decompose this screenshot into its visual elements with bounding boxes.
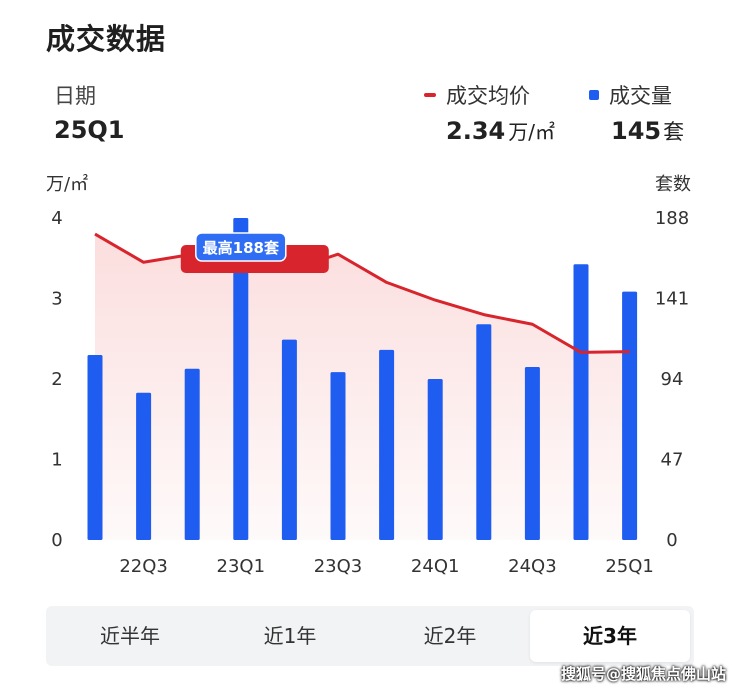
- range-tab-2[interactable]: 近2年: [423, 624, 477, 648]
- legend-price[interactable]: 成交均价: [424, 80, 530, 110]
- volume-bar-24Q3: [524, 367, 540, 540]
- combo-chart[interactable]: 0 1 2 3 4 0 47 94 141 188 22Q3 23Q1 23Q3 24Q1 24Q3 25Q1…: [0, 0, 740, 600]
- volume-bar-23Q4: [379, 349, 395, 540]
- volume-bar-23Q2: [281, 339, 297, 540]
- page-title: 成交数据: [46, 22, 167, 56]
- y-right-tick-label: 141: [655, 289, 689, 310]
- x-tick-label: 23Q3: [314, 556, 363, 577]
- x-tick-label: 22Q3: [119, 556, 168, 577]
- y-right-tick-label: 0: [666, 530, 677, 551]
- volume-value: 145套: [611, 116, 684, 146]
- y-left-tick-label: 0: [51, 530, 62, 551]
- y-left-tick-label: 2: [51, 369, 62, 390]
- x-tick-label: 23Q1: [217, 556, 266, 577]
- y-right-tick-label: 47: [661, 450, 684, 471]
- volume-bar-swatch-icon: [589, 90, 599, 100]
- range-tab-3[interactable]: 近3年: [530, 610, 690, 662]
- y-left-unit: 万/㎡: [46, 174, 89, 195]
- y-right-unit: 套数: [655, 174, 691, 195]
- volume-unit: 套: [663, 120, 685, 144]
- volume-bar-22Q2: [87, 355, 103, 540]
- legend-volume[interactable]: 成交量: [589, 80, 672, 110]
- price-value: 2.34 万/㎡: [446, 116, 555, 145]
- y-left-tick-label: 1: [51, 450, 62, 471]
- volume-bar-22Q3: [136, 392, 152, 540]
- price-number: 2.34: [446, 117, 506, 145]
- y-right-tick-label: 94: [661, 369, 684, 390]
- volume-bar-25Q1: [622, 291, 638, 540]
- legend-volume-label: 成交量: [609, 84, 672, 108]
- price-line-swatch-icon: [424, 93, 436, 97]
- date-value: 25Q1: [54, 116, 125, 144]
- x-tick-label: 24Q1: [411, 556, 460, 577]
- y-right-tick-label: 188: [655, 208, 689, 229]
- range-tab-0[interactable]: 近半年: [100, 624, 160, 648]
- volume-bar-22Q4: [184, 368, 200, 540]
- price-area: [95, 234, 630, 540]
- volume-bar-24Q1: [427, 379, 443, 540]
- range-selector: 近半年 近1年 近2年 近3年: [46, 606, 694, 666]
- volume-number: 145: [611, 117, 662, 145]
- volume-bar-23Q3: [330, 372, 346, 540]
- y-left-tick-label: 3: [51, 289, 62, 310]
- watermark: 搜狐号@搜狐焦点佛山站: [560, 665, 726, 683]
- volume-bar-24Q2: [476, 324, 492, 540]
- date-label: 日期: [54, 84, 96, 108]
- y-left-tick-label: 4: [51, 208, 62, 229]
- price-unit: 万/㎡: [508, 120, 555, 144]
- legend-price-label: 成交均价: [446, 84, 530, 108]
- x-tick-label: 25Q1: [605, 556, 654, 577]
- range-tab-1[interactable]: 近1年: [263, 624, 317, 648]
- max-tooltip-text: 最高188套: [203, 239, 280, 257]
- volume-bar-24Q4: [573, 264, 589, 540]
- volume-bar-23Q1: [233, 218, 249, 540]
- x-tick-label: 24Q3: [508, 556, 557, 577]
- max-tooltip-bg: [195, 232, 287, 262]
